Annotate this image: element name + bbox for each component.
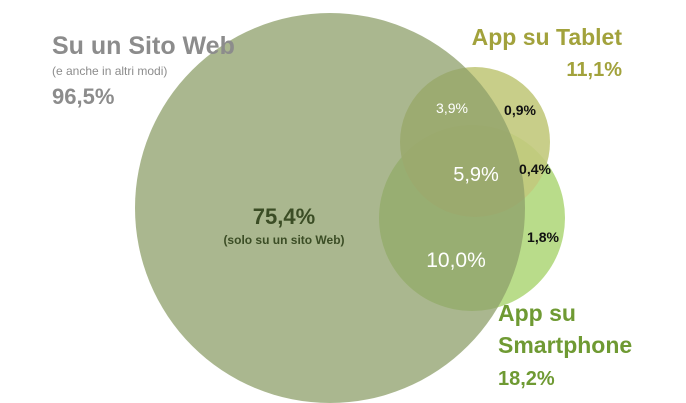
web-set-subtitle: (e anche in altri modi) <box>52 64 167 78</box>
region-smartphone-only-value: 1,8% <box>527 229 559 245</box>
web-set-title: Su un Sito Web <box>52 32 235 60</box>
region-tablet-smartphone-value: 0,4% <box>519 161 551 177</box>
web-set-total: 96,5% <box>52 84 114 109</box>
region-web-smartphone-value: 10,0% <box>426 249 486 272</box>
smartphone-set-total: 18,2% <box>498 368 555 390</box>
circle-web <box>135 13 525 403</box>
tablet-set-total: 11,1% <box>566 59 622 81</box>
tablet-set-title: App su Tablet <box>472 24 623 50</box>
smartphone-set-title-line1: App su <box>498 300 576 326</box>
smartphone-set-title-line2: Smartphone <box>498 332 632 358</box>
region-tablet-only-value: 0,9% <box>504 102 536 118</box>
region-web-tablet-value: 3,9% <box>436 100 468 116</box>
region-web-only-note: (solo su un sito Web) <box>223 233 344 247</box>
region-web-only-value: 75,4% <box>253 204 315 229</box>
region-all-three-value: 5,9% <box>453 164 499 186</box>
